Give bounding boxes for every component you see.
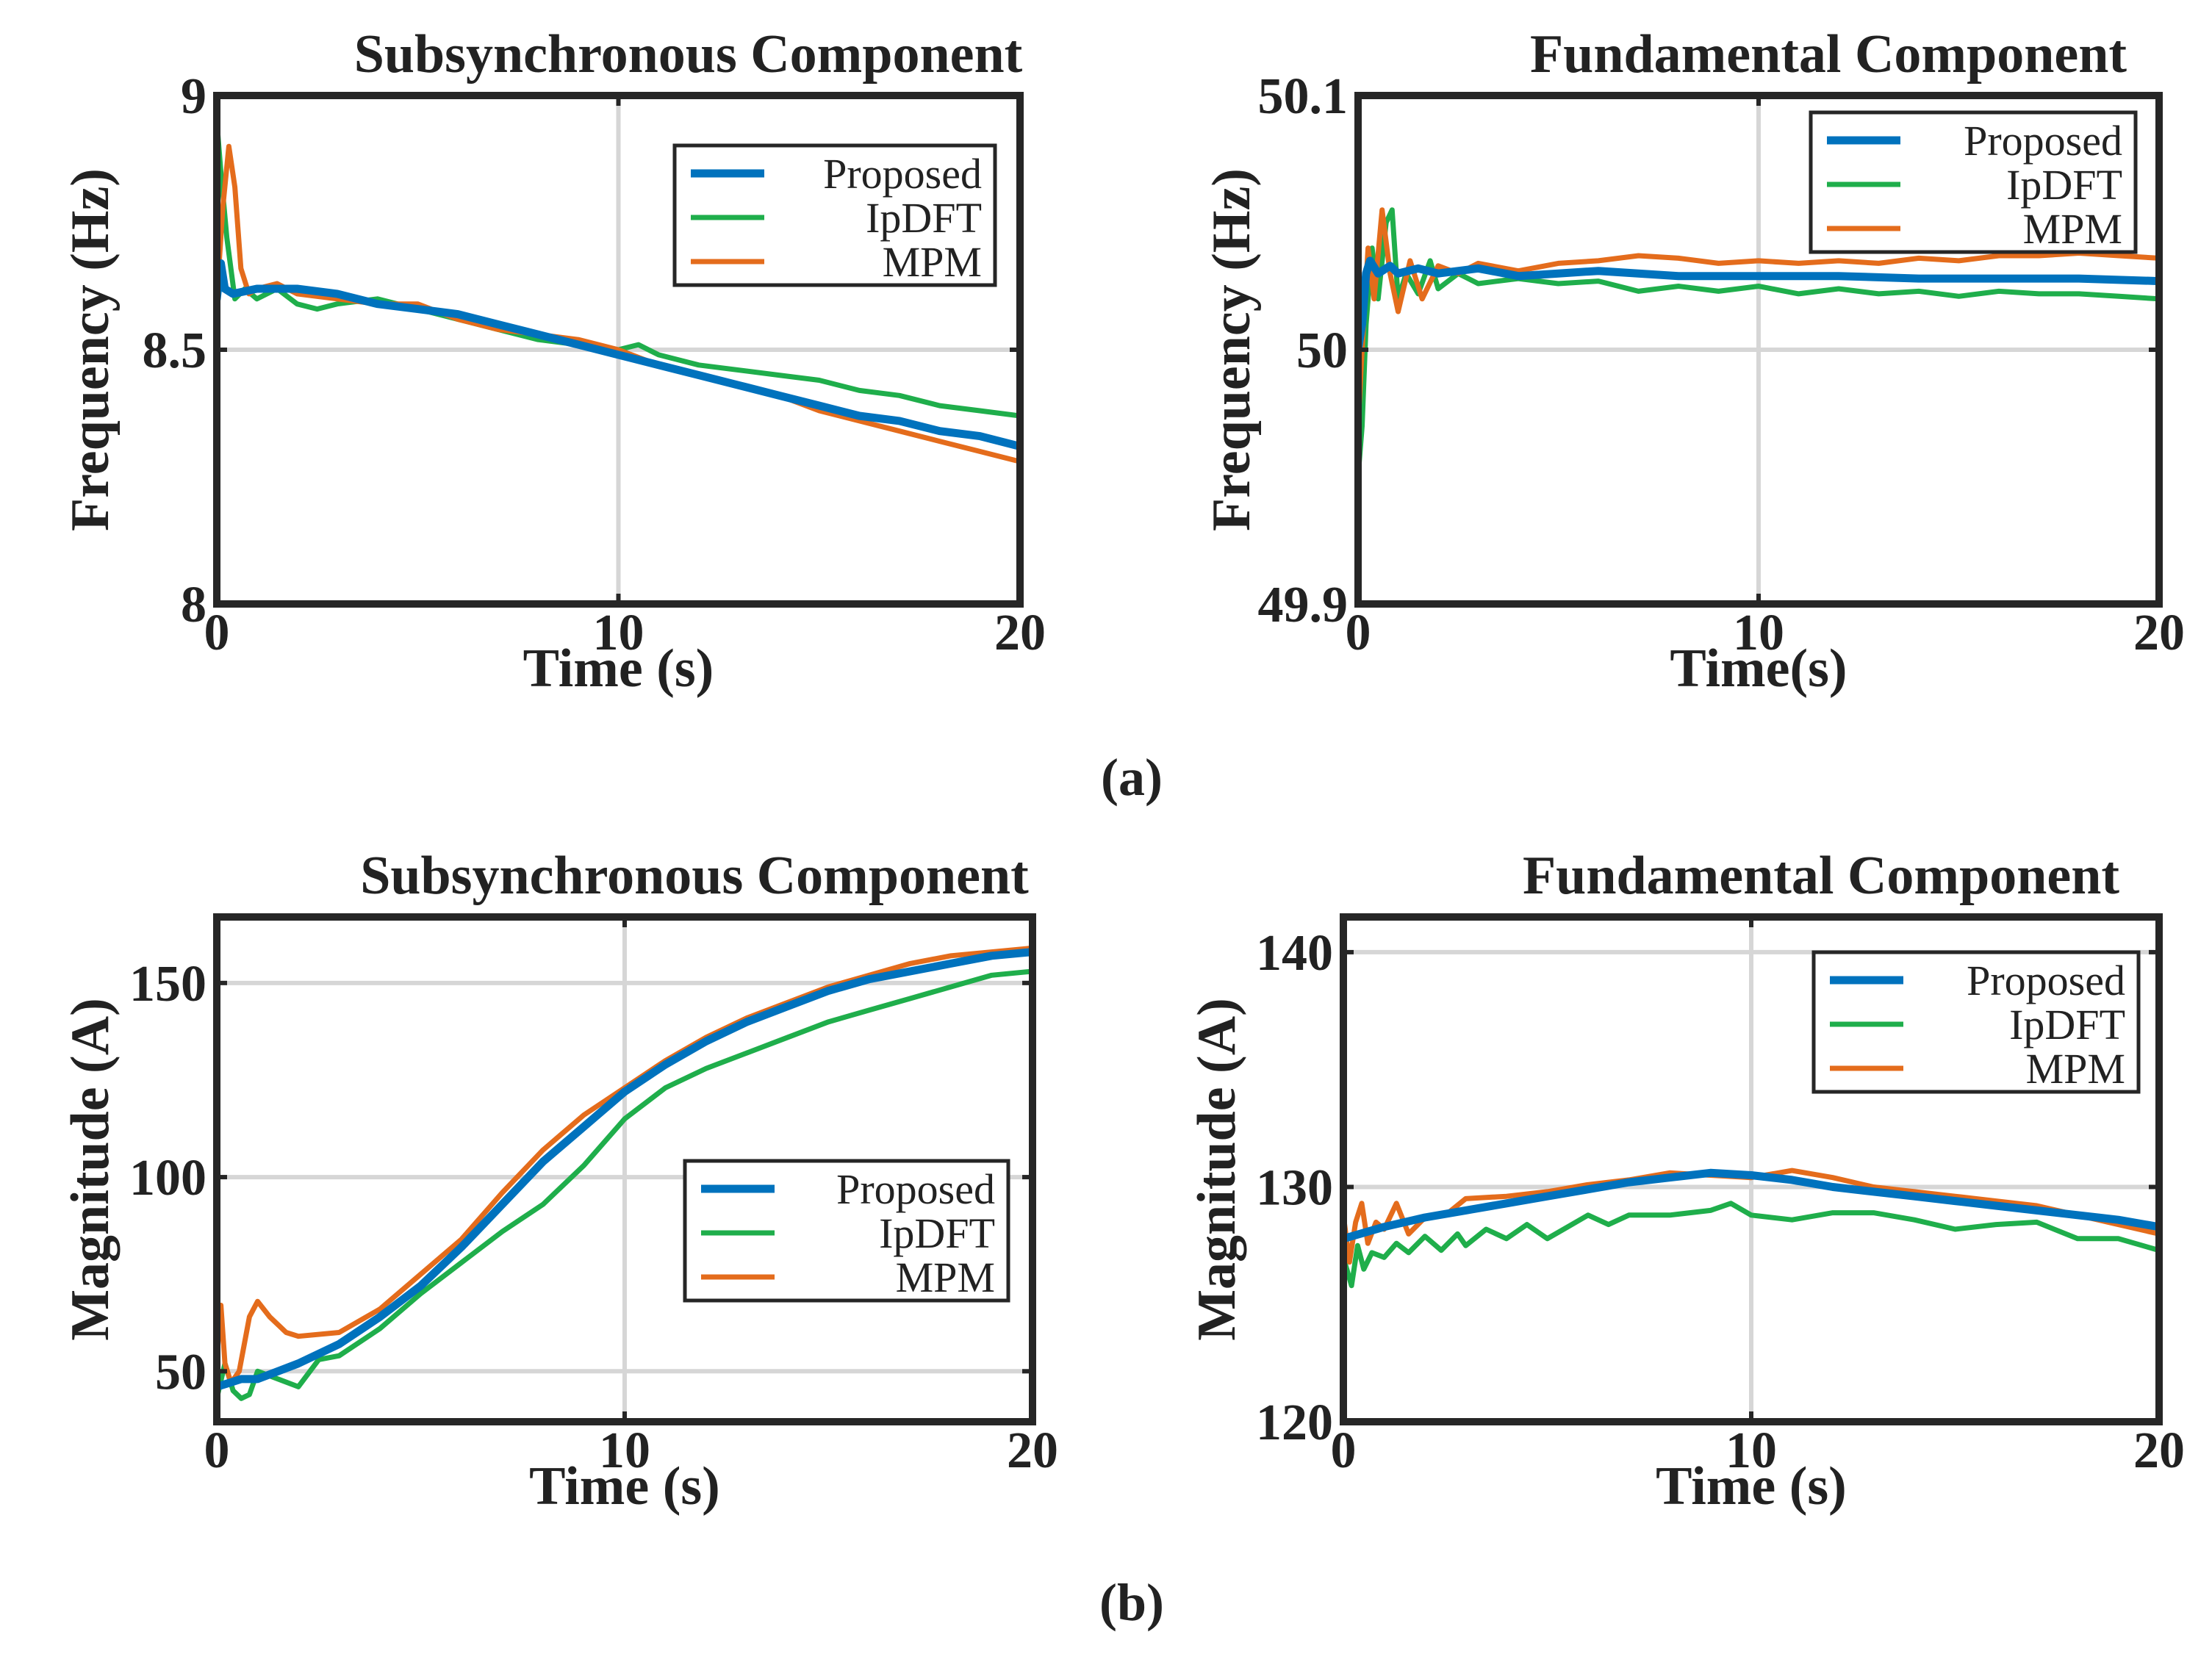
legend-label-ipdft: IpDFT <box>2006 161 2122 209</box>
x-axis-label: Time (s) <box>1656 1456 1847 1517</box>
chart-b-subsynchronous-magnitude: 0 10 20 50 100 150 Subsynchronous Component Tim… <box>60 846 1058 1517</box>
y-tick-label: 120 <box>1256 1395 1333 1451</box>
legend-label-ipdft: IpDFT <box>879 1209 995 1257</box>
x-tick-label: 10 <box>593 605 644 661</box>
y-tick-label: 150 <box>129 956 207 1012</box>
series-line-mpm <box>1358 207 2159 429</box>
y-axis-label: Frequency (Hz) <box>60 168 121 531</box>
x-axis-label: Time (s) <box>529 1456 720 1517</box>
legend-label-mpm: MPM <box>896 1253 995 1301</box>
x-tick-label: 10 <box>1733 605 1784 661</box>
y-tick-label: 130 <box>1256 1159 1333 1216</box>
x-tick-label: 0 <box>1331 1422 1357 1479</box>
y-tick-label: 8 <box>181 577 207 633</box>
legend-label-proposed: Proposed <box>1967 957 2125 1004</box>
chart-title: Fundamental Component <box>1523 846 2119 906</box>
series-line-proposed <box>1358 256 2159 354</box>
series-line-ipdft <box>217 968 1033 1401</box>
caption-b: (b) <box>1099 1573 1164 1632</box>
series-line-proposed <box>217 948 1033 1391</box>
y-tick-label: 50 <box>1296 323 1348 379</box>
y-tick-label: 50 <box>155 1344 207 1400</box>
chart-title: Subsynchronous Component <box>360 846 1029 906</box>
legend-label-proposed: Proposed <box>1964 117 2122 165</box>
series-line-proposed <box>1343 1168 2159 1243</box>
legend-label-mpm: MPM <box>883 238 982 286</box>
x-tick-label: 0 <box>1346 605 1371 661</box>
y-tick-label: 9 <box>181 68 207 125</box>
y-axis-label: Magnitude (A) <box>1187 998 1247 1341</box>
legend-label-mpm: MPM <box>2026 1045 2125 1093</box>
y-tick-label: 140 <box>1256 925 1333 982</box>
series-line-ipdft <box>1343 1201 2159 1289</box>
x-tick-label: 0 <box>204 605 230 661</box>
x-tick-label: 20 <box>2133 605 2185 661</box>
x-tick-label: 10 <box>1726 1422 1777 1479</box>
chart-title: Subsynchronous Component <box>354 24 1023 84</box>
x-axis-label: Time(s) <box>1670 638 1847 699</box>
y-axis-label: Frequency (Hz) <box>1202 168 1262 531</box>
chart-b-fundamental-magnitude: 0 10 20 120 130 140 Fundamental Component Time … <box>1187 846 2185 1517</box>
x-tick-label: 10 <box>599 1422 650 1479</box>
x-axis-label: Time (s) <box>523 638 714 699</box>
x-tick-label: 0 <box>204 1422 230 1479</box>
chart-a-subsynchronous-frequency: 0 10 20 8 8.5 9 Subsynchronous Component Time (… <box>60 24 1046 699</box>
legend-label-ipdft: IpDFT <box>2009 1001 2125 1048</box>
legend-label-ipdft: IpDFT <box>866 194 982 242</box>
legend-label-proposed: Proposed <box>823 150 982 198</box>
y-axis-label: Magnitude (A) <box>60 998 121 1341</box>
series-line-mpm <box>217 143 1020 464</box>
series-line-proposed <box>217 259 1020 450</box>
chart-title: Fundamental Component <box>1530 24 2127 84</box>
legend-label-proposed: Proposed <box>836 1165 995 1213</box>
chart-a-fundamental-frequency: 0 10 20 49.9 50 50.1 Fundamental Component Time… <box>1202 24 2185 699</box>
caption-a: (a) <box>1101 748 1163 807</box>
y-tick-label: 49.9 <box>1258 577 1349 633</box>
y-tick-label: 50.1 <box>1258 68 1349 125</box>
x-tick-label: 20 <box>1007 1422 1058 1479</box>
y-tick-label: 8.5 <box>143 323 207 379</box>
x-tick-label: 20 <box>2133 1422 2185 1479</box>
x-tick-label: 20 <box>994 605 1046 661</box>
y-tick-label: 100 <box>129 1150 207 1206</box>
legend-label-mpm: MPM <box>2023 205 2122 253</box>
